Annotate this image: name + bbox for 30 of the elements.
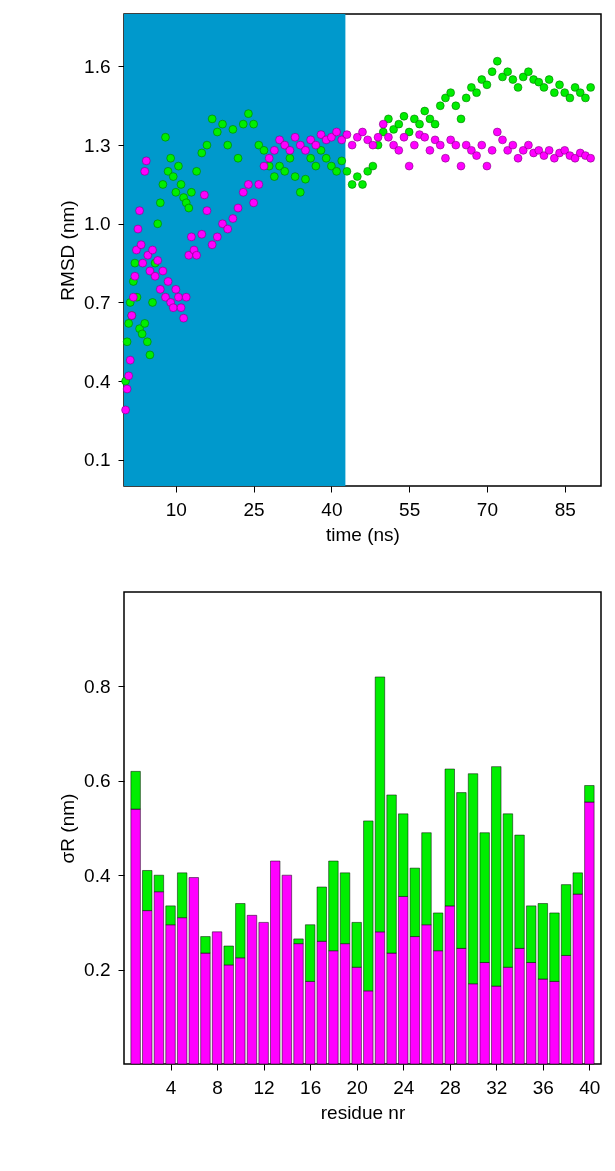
y-axis-title: RMSD (nm) [57, 200, 79, 301]
x-tick-label: 55 [399, 498, 421, 520]
y-tick-label: 1.6 [84, 55, 111, 77]
x-tick-label: 36 [532, 1076, 554, 1098]
x-tick-label: 12 [253, 1076, 275, 1098]
x-tick-label: 85 [554, 498, 576, 520]
x-tick-label: 70 [476, 498, 499, 520]
x-tick-label: 16 [300, 1076, 322, 1098]
x-tick-label: 10 [165, 498, 187, 520]
x-tick-label: 8 [212, 1076, 223, 1098]
x-tick-label: 25 [243, 498, 265, 520]
y-tick-label: 0.7 [84, 291, 111, 313]
y-tick-label: 1.0 [84, 213, 111, 235]
x-axis-title: time (ns) [326, 523, 400, 545]
y-tick-label: 0.2 [84, 959, 111, 981]
x-tick-label: 24 [393, 1076, 415, 1098]
y-tick-label: 0.1 [84, 449, 111, 471]
x-tick-label: 28 [439, 1076, 461, 1098]
y-tick-label: 0.6 [84, 770, 111, 792]
x-axis-title: residue nr [320, 1101, 406, 1123]
x-tick-label: 40 [579, 1076, 601, 1098]
y-tick-label: 1.3 [84, 134, 111, 156]
x-tick-label: 20 [346, 1076, 368, 1098]
y-tick-label: 0.8 [84, 675, 111, 697]
y-axis-title: σR (nm) [57, 793, 79, 864]
x-tick-label: 4 [165, 1076, 177, 1098]
y-tick-label: 0.4 [84, 370, 111, 392]
y-tick-label: 0.4 [84, 864, 111, 886]
x-tick-label: 40 [321, 498, 343, 520]
x-tick-label: 32 [486, 1076, 508, 1098]
